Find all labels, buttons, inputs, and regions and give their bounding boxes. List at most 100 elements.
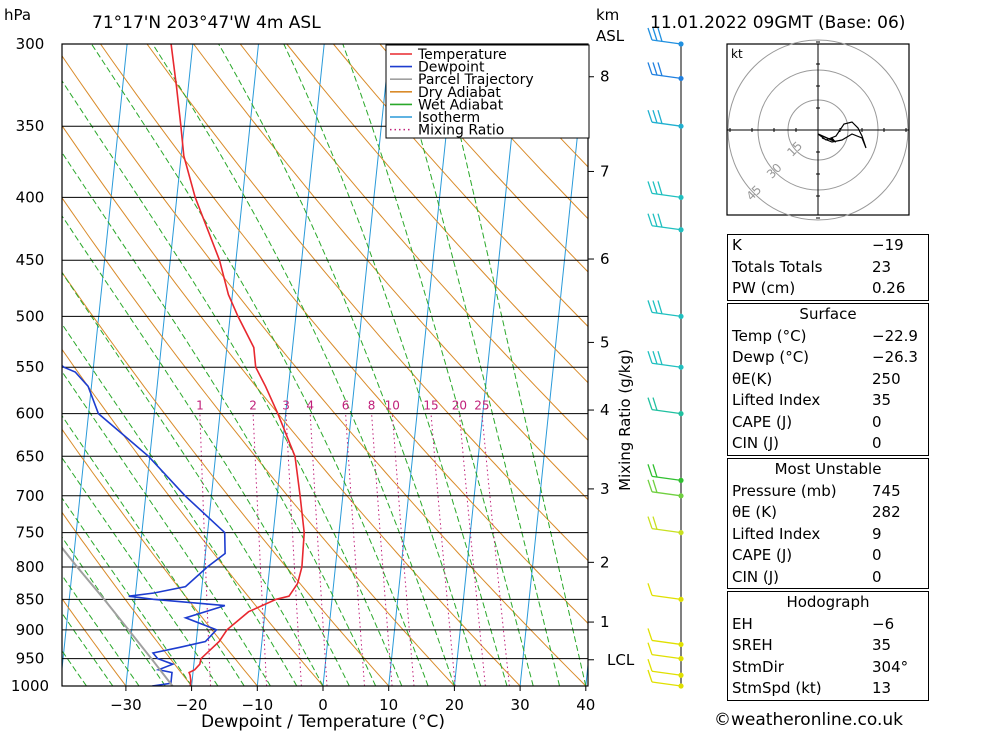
wind-barb-flag	[647, 669, 653, 683]
legend-box	[385, 44, 590, 139]
most-unstable-row-label: Lifted Index	[732, 524, 821, 543]
mixing-ratio-label: 4	[306, 399, 314, 413]
pressure-tick-label: 1000	[11, 677, 49, 695]
wind-barb-flag	[657, 181, 663, 195]
surface-row-label: CIN (J)	[732, 434, 780, 452]
index-row-value: 23	[872, 257, 892, 276]
series-line-dewpoint	[62, 364, 226, 686]
mixing-ratio-line	[391, 413, 415, 686]
wet-adiabat-line	[62, 215, 350, 686]
mixing-ratio-line	[309, 413, 328, 686]
pressure-tick-label: 650	[16, 447, 45, 465]
wind-barb	[647, 27, 684, 47]
wind-barb-staff	[651, 639, 682, 646]
pressure-tick-label: 800	[16, 558, 45, 576]
hodograph-row-label: StmSpd (kt)	[732, 679, 822, 697]
wind-barb-flag	[657, 300, 663, 314]
wind-barb-flag	[647, 628, 653, 641]
surface-row: θE(K) 250	[728, 369, 928, 391]
dry-adiabat-line	[62, 124, 521, 686]
pressure-tick-label: 350	[16, 117, 45, 135]
x-axis-title: Dewpoint / Temperature (°C)	[201, 712, 445, 732]
wind-barb	[647, 516, 684, 536]
surface-row-value: 35	[872, 391, 892, 409]
most-unstable-row: CAPE (J) 0	[728, 545, 928, 567]
mixing-ratio-label: 6	[342, 399, 350, 413]
wet-adiabat-line	[62, 151, 377, 686]
wind-barbs	[647, 27, 684, 689]
mixing-ratio-label: 15	[423, 399, 438, 413]
isotherm-line	[125, 44, 194, 686]
wind-barb-flag	[647, 397, 653, 410]
surface-row: Lifted Index 35	[728, 390, 928, 412]
legend-label: Mixing Ratio	[418, 123, 504, 139]
pressure-tick-label: 750	[16, 524, 45, 542]
wind-barb-flag	[647, 300, 653, 313]
index-row: K −19	[728, 235, 928, 257]
wind-barb-flag	[652, 516, 658, 530]
wind-barb	[647, 213, 684, 233]
wind-barb-staff	[651, 594, 682, 600]
height-unit-label: km	[596, 6, 619, 24]
wet-adiabat-line	[62, 271, 324, 686]
surface-row-label: Lifted Index	[732, 391, 821, 409]
dry-adiabat-line	[62, 597, 127, 686]
index-row: PW (cm) 0.26	[728, 278, 928, 300]
wind-barb-flag	[647, 479, 653, 493]
dry-adiabat-line	[379, 44, 588, 273]
height-tick-label: 5	[600, 333, 610, 351]
temperature-tick-label: 20	[445, 696, 464, 714]
wind-barb	[647, 300, 684, 319]
surface-row: CAPE (J) 0	[728, 412, 928, 434]
surface-row-value: 0	[872, 412, 882, 431]
wind-barb-dot	[678, 656, 684, 662]
temperature-tick-label: 40	[576, 696, 595, 714]
pressure-tick-label: 400	[16, 188, 45, 206]
most-unstable-row: Pressure (mb) 745	[728, 481, 928, 503]
mixing-ratio-line	[345, 413, 365, 686]
datetime-title: 11.01.2022 09GMT (Base: 06)	[650, 13, 905, 33]
location-title: 71°17'N 203°47'W 4m ASL	[92, 13, 321, 33]
height-unit-label-asl: ASL	[596, 27, 625, 45]
pressure-unit-label: hPa	[4, 6, 31, 24]
wind-barb-flag	[652, 62, 658, 76]
wind-barb	[647, 397, 684, 417]
dry-adiabat-line	[62, 196, 455, 686]
wind-barb-flag	[647, 213, 653, 226]
height-tick-label: LCL	[607, 651, 635, 669]
index-row-label: Totals Totals	[732, 257, 823, 276]
hodograph-row-label: EH	[732, 614, 753, 633]
height-tick-label: 2	[600, 553, 610, 571]
pressure-tick-label: 850	[16, 590, 45, 608]
most-unstable-row: θE (K) 282	[728, 502, 928, 524]
mixing-ratio-label: 8	[368, 399, 376, 413]
hodograph-row-value: 304°	[872, 657, 909, 676]
dry-adiabat-line	[62, 55, 587, 686]
wind-barb-flag	[652, 181, 658, 195]
index-row-value: 0.26	[872, 279, 906, 297]
index-row-value: −19	[872, 236, 904, 254]
surface-row: Temp (°C) −22.9	[728, 326, 928, 348]
hodograph-row-label: StmDir	[732, 657, 784, 676]
wind-barb-flag	[652, 300, 658, 314]
most-unstable-title: Most Unstable	[774, 460, 882, 478]
wind-barb	[647, 642, 684, 662]
most-unstable-row: Lifted Index 9	[728, 524, 928, 546]
mixing-ratio-line	[371, 413, 393, 686]
plot-frame	[61, 43, 589, 687]
wind-barb-flag	[652, 397, 658, 411]
wind-barb-dot	[678, 672, 684, 678]
pressure-tick-label: 450	[16, 251, 45, 269]
wet-adiabat-line	[91, 44, 429, 686]
wind-barb-flag	[647, 181, 653, 194]
temperature-axis: −30 −20 −10 0 10 20 30 40	[110, 686, 595, 714]
wind-barb	[647, 659, 684, 678]
surface-row: Dewp (°C) −26.3	[728, 347, 928, 369]
wind-barb-staff	[651, 681, 682, 687]
hodograph-trace	[817, 121, 867, 149]
surface-row-value: −26.3	[872, 348, 918, 366]
wind-barb-flag	[647, 464, 653, 477]
wind-barb-flag	[647, 642, 653, 655]
surface-title: Surface	[799, 305, 857, 323]
wind-barb-flag	[657, 213, 663, 228]
